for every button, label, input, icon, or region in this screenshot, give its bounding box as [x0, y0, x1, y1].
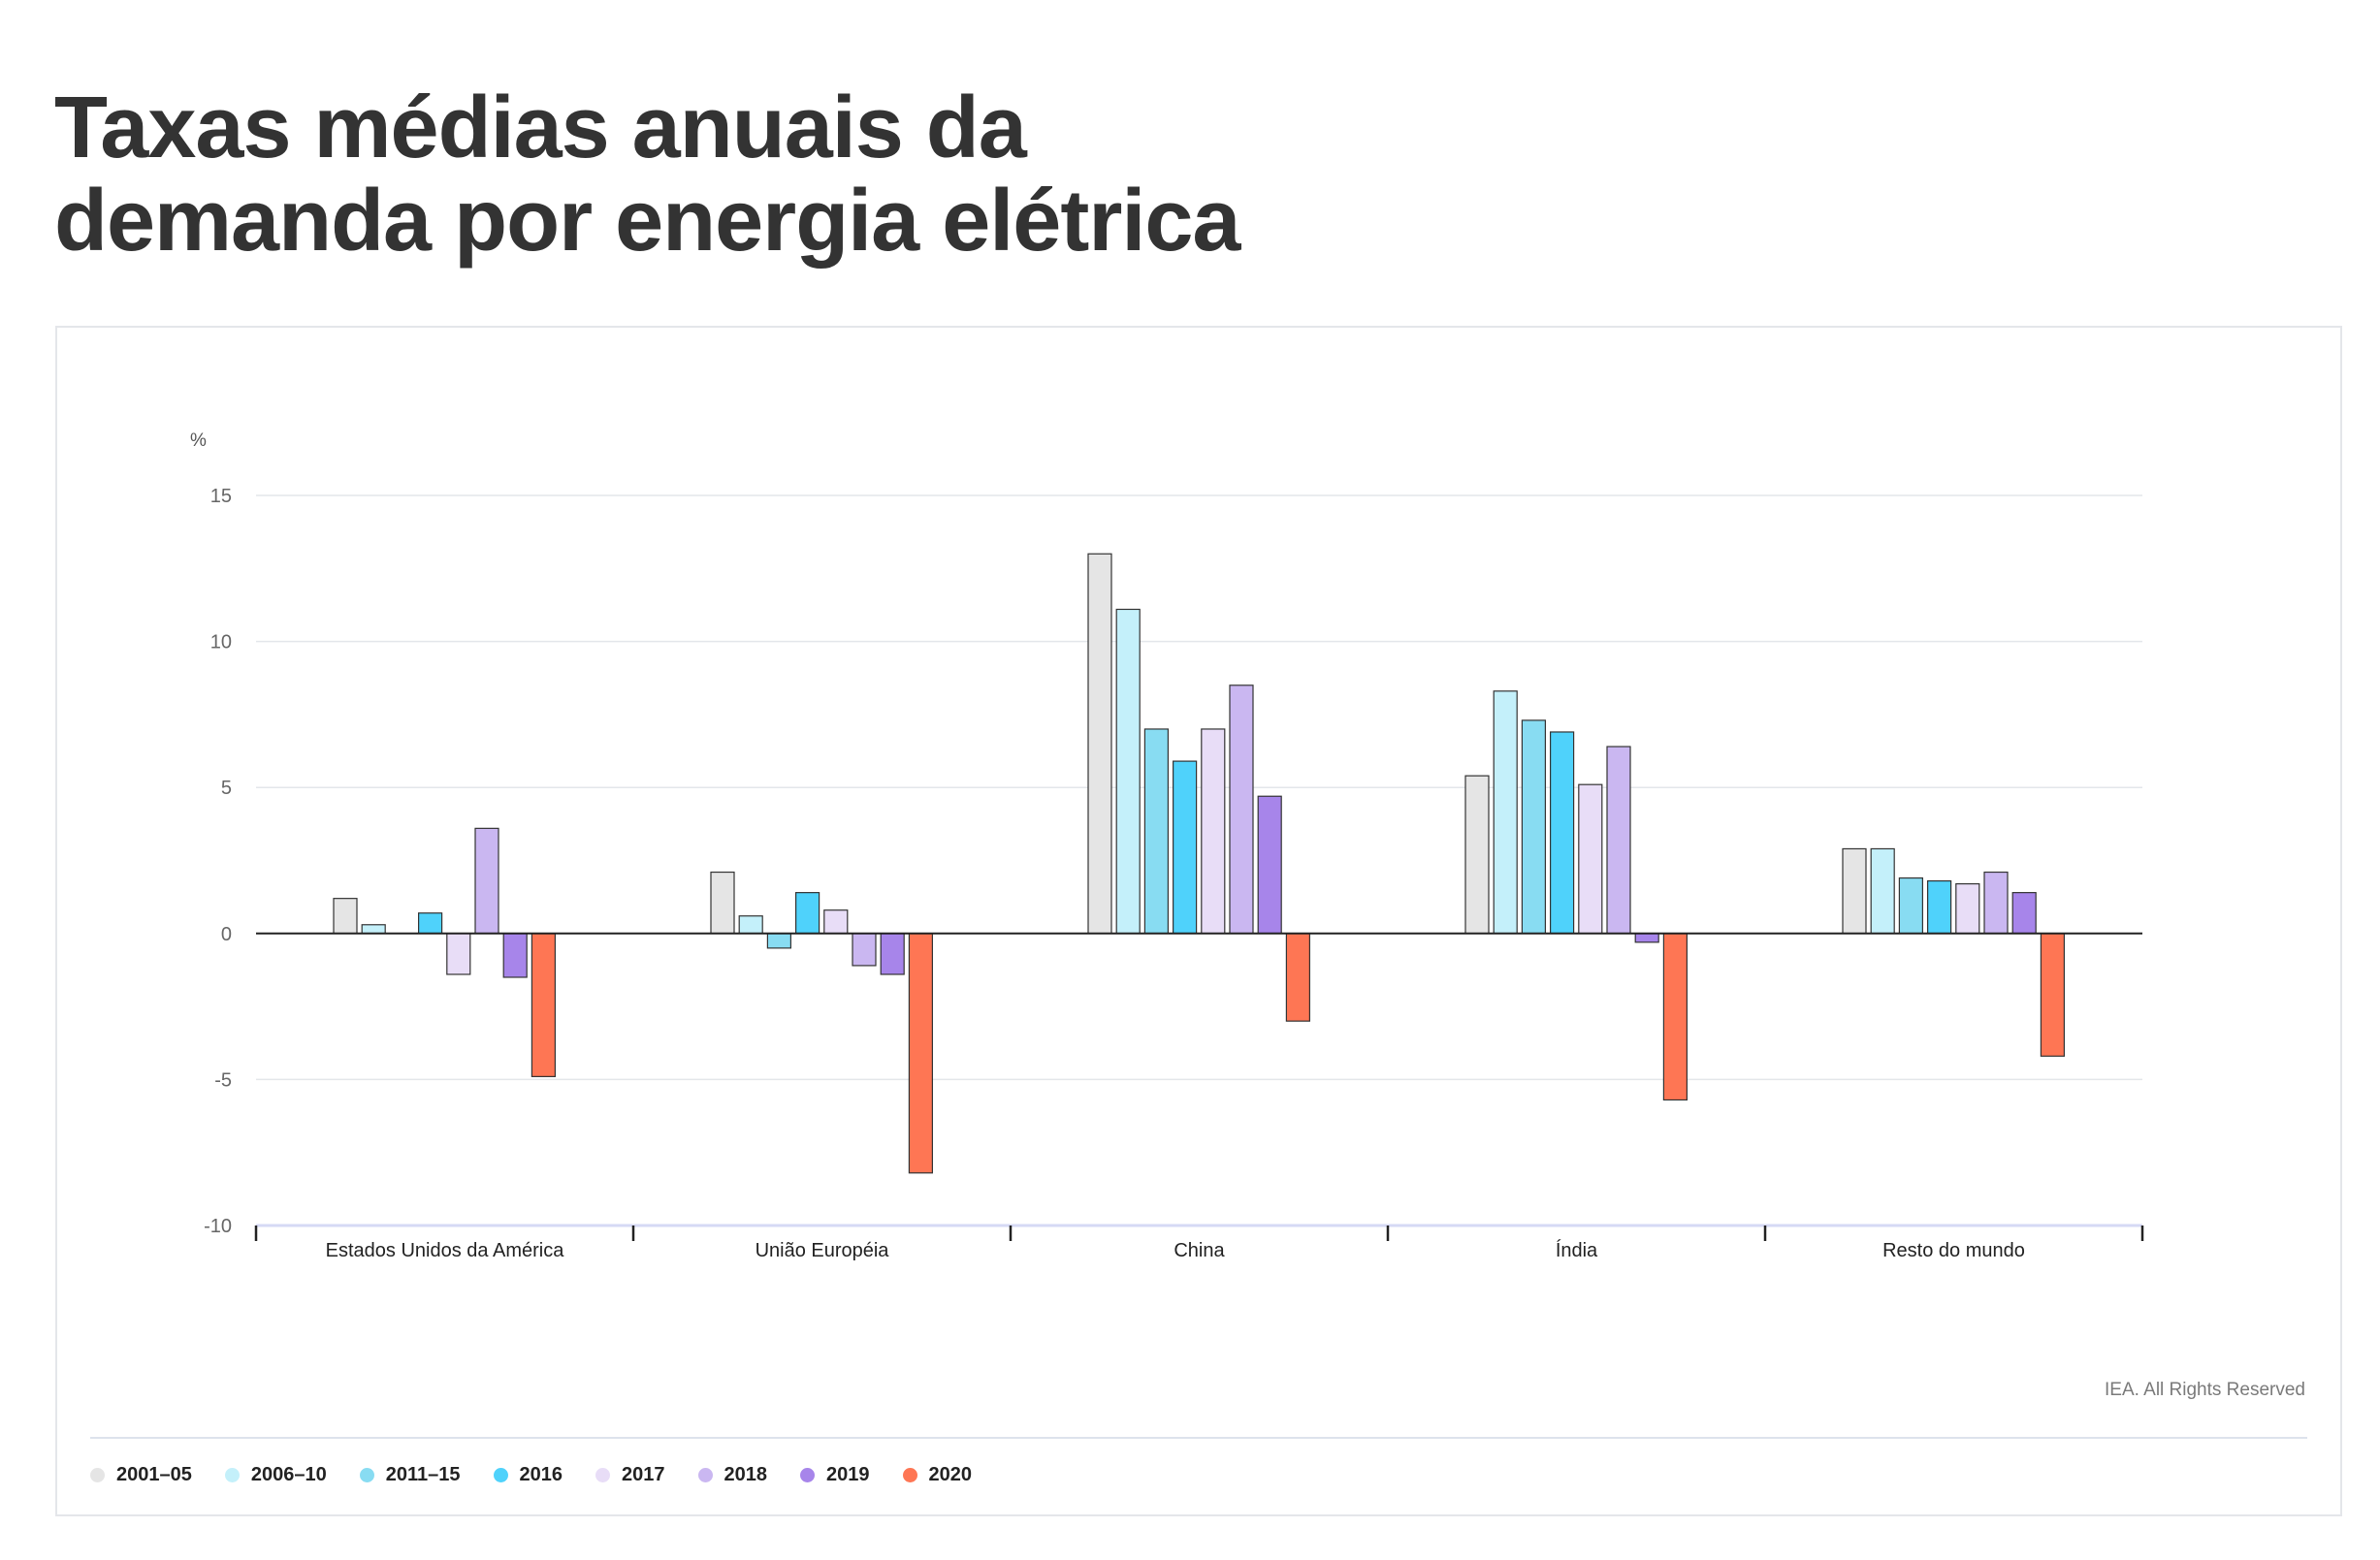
- legend-label: 2001–05: [116, 1464, 192, 1485]
- x-tick-label: China: [1174, 1240, 1225, 1261]
- bar-2020-2: [1285, 933, 1311, 1022]
- bar-2016-4: [1926, 879, 1952, 935]
- bar-2006-10-2: [1115, 608, 1141, 935]
- bar-2017-2: [1201, 728, 1226, 935]
- bar-2011-15-3: [1521, 719, 1547, 935]
- y-tick-label: 15: [210, 486, 232, 507]
- legend-swatch: [224, 1468, 240, 1482]
- legend-swatch: [902, 1468, 917, 1482]
- legend-label: 2017: [622, 1464, 665, 1485]
- bar-2020-4: [2040, 933, 2066, 1057]
- legend-label: 2011–15: [385, 1464, 461, 1485]
- legend-label: 2020: [928, 1464, 973, 1485]
- y-axis-unit-label: %: [190, 430, 207, 451]
- bar-2011-15-2: [1143, 728, 1170, 935]
- bar-2016-3: [1549, 731, 1575, 935]
- legend-item[interactable]: 2006–10: [224, 1464, 327, 1486]
- x-tick-label: União Européia: [756, 1240, 890, 1261]
- x-tick-label: Resto do mundo: [1882, 1240, 2025, 1261]
- bar-2016-2: [1172, 760, 1198, 935]
- bar-2016-1: [794, 892, 820, 935]
- bar-2006-10-4: [1870, 847, 1895, 935]
- bar-2001-05-2: [1087, 553, 1112, 935]
- bar-2020-0: [531, 933, 556, 1077]
- legend-swatch: [697, 1468, 713, 1482]
- page-title: Taxas médias anuais da demanda por energ…: [54, 81, 1509, 268]
- bar-2017-0: [446, 933, 471, 975]
- legend-item[interactable]: 2017: [595, 1464, 665, 1486]
- bar-2017-3: [1578, 783, 1603, 935]
- legend-item[interactable]: 2019: [800, 1464, 870, 1486]
- legend-swatch: [359, 1468, 374, 1482]
- bar-2018-2: [1229, 684, 1254, 935]
- legend-label: 2016: [519, 1464, 563, 1485]
- bar-2018-1: [852, 933, 877, 967]
- bar-2011-15-4: [1898, 876, 1924, 935]
- x-tick-label: Estados Unidos da América: [326, 1240, 565, 1261]
- legend-swatch: [800, 1468, 816, 1482]
- chart-panel: % 15 10 5 0 -5 -10 Estados Unidos da América Uni…: [55, 326, 2342, 1516]
- bar-2020-3: [1662, 933, 1689, 1101]
- bar-2019-0: [502, 933, 528, 978]
- bar-2019-1: [880, 933, 905, 975]
- bar-2006-10-3: [1493, 690, 1518, 935]
- bar-2006-10-0: [361, 924, 386, 935]
- x-tick-label: Índia: [1556, 1239, 1598, 1261]
- legend-swatch: [595, 1468, 611, 1482]
- bar-2018-0: [474, 827, 499, 935]
- bar-2001-05-1: [710, 871, 735, 935]
- y-tick-label: -5: [214, 1069, 232, 1091]
- y-tick-label: 5: [221, 778, 232, 799]
- legend-item[interactable]: 2001–05: [90, 1464, 192, 1486]
- y-tick-label: -10: [204, 1216, 232, 1237]
- legend-label: 2006–10: [250, 1464, 327, 1485]
- legend-label: 2019: [826, 1464, 870, 1485]
- bar-2017-4: [1955, 882, 1980, 935]
- legend-item[interactable]: 2011–15: [359, 1464, 461, 1486]
- bar-2001-05-3: [1464, 775, 1490, 935]
- legend-swatch: [90, 1468, 105, 1482]
- page-title-line-2: demanda por energia elétrica: [54, 173, 1240, 270]
- legend-item[interactable]: 2016: [493, 1464, 563, 1486]
- bar-2001-05-0: [333, 898, 358, 935]
- bar-2020-1: [908, 933, 934, 1174]
- bar-chart: % 15 10 5 0 -5 -10 Estados Unidos da América Uni…: [190, 430, 2144, 1261]
- legend-label: 2018: [724, 1464, 768, 1485]
- bar-2018-4: [1983, 871, 2009, 935]
- bar-2017-1: [823, 909, 849, 935]
- legend-item[interactable]: 2020: [902, 1464, 973, 1486]
- y-tick-label: 10: [210, 632, 232, 653]
- bar-2018-3: [1606, 746, 1631, 935]
- legend-item[interactable]: 2018: [697, 1464, 768, 1486]
- bar-2019-3: [1634, 933, 1659, 943]
- bar-2011-15-1: [766, 933, 792, 949]
- credit-text: IEA. All Rights Reserved: [2105, 1380, 2305, 1400]
- bar-2016-0: [418, 912, 443, 935]
- legend-divider: [90, 1437, 2307, 1439]
- bar-2019-2: [1257, 795, 1282, 935]
- legend-swatch: [493, 1468, 508, 1482]
- chart-legend: 2001–05 2006–10 2011–15 2016 2017 2018 2019 202…: [90, 1464, 972, 1486]
- bar-2006-10-1: [738, 915, 763, 935]
- page-title-line-1: Taxas médias anuais da: [54, 80, 1027, 176]
- y-tick-label: 0: [221, 924, 232, 945]
- bar-2001-05-4: [1842, 847, 1867, 935]
- bar-2019-4: [2011, 892, 2037, 935]
